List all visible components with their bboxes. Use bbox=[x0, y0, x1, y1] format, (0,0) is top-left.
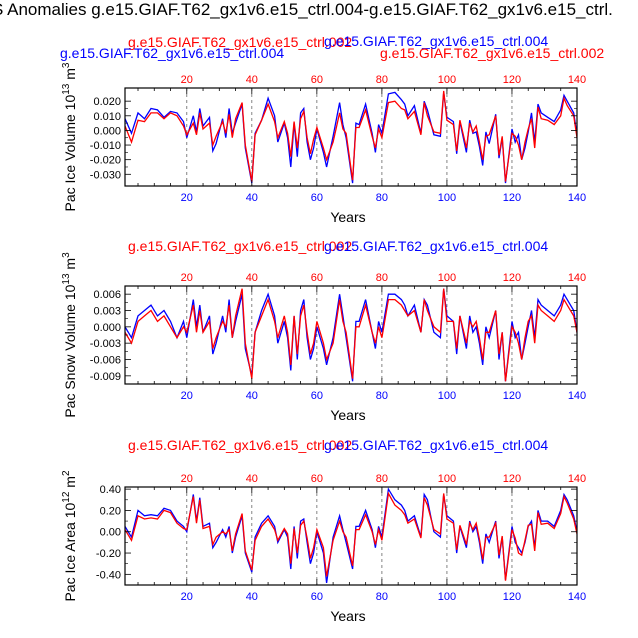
x-tick-label-top: 120 bbox=[503, 473, 521, 485]
x-tick-label-top: 40 bbox=[246, 74, 258, 86]
x-tick-label-top: 40 bbox=[246, 473, 258, 485]
x-tick-label-top: 140 bbox=[568, 473, 586, 485]
x-tick-label-top: 80 bbox=[376, 272, 388, 284]
x-tick-label-bottom: 60 bbox=[311, 192, 323, 204]
y-tick-label: 0.00 bbox=[100, 527, 121, 539]
top-label-red-right: g.e15.GIAF.T62_gx1v6.e15_ctrl.002 bbox=[380, 45, 604, 61]
top-label-blue-right: g.e15.GIAF.T62_gx1v6.e15_ctrl.004 bbox=[324, 437, 548, 453]
x-tick-label-bottom: 80 bbox=[376, 192, 388, 204]
x-tick-label-bottom: 120 bbox=[503, 390, 521, 402]
x-tick-label-bottom: 40 bbox=[246, 591, 258, 603]
top-label-red-left: g.e15.GIAF.T62_gx1v6.e15_ctrl.002 bbox=[128, 437, 352, 453]
blue-series-line bbox=[125, 91, 577, 184]
x-tick-label-top: 40 bbox=[246, 272, 258, 284]
y-tick-label: -0.003 bbox=[90, 338, 121, 350]
y-axis-label: Pac Snow Volume 1013 m3 bbox=[61, 252, 78, 418]
top-label-red-left: g.e15.GIAF.T62_gx1v6.e15_ctrl.002 bbox=[128, 34, 352, 50]
blue-series-line bbox=[125, 288, 577, 382]
red-series-line bbox=[125, 491, 577, 581]
panel-2: Pac Snow Volume 1013 m3 bbox=[61, 252, 578, 418]
x-tick-label-top: 140 bbox=[568, 272, 586, 284]
y-tick-label: 0.003 bbox=[93, 306, 121, 318]
x-tick-label-top: 80 bbox=[376, 74, 388, 86]
y-tick-label: 0.006 bbox=[93, 289, 121, 301]
x-tick-label-top: 100 bbox=[438, 74, 456, 86]
x-tick-label-top: 80 bbox=[376, 473, 388, 485]
x-tick-label-bottom: 20 bbox=[181, 390, 193, 402]
x-tick-label-bottom: 120 bbox=[503, 192, 521, 204]
x-tick-label-top: 60 bbox=[311, 74, 323, 86]
x-tick-label-bottom: 120 bbox=[503, 591, 521, 603]
top-label-blue-right: g.e15.GIAF.T62_gx1v6.e15_ctrl.004 bbox=[324, 238, 548, 254]
red-series-line bbox=[125, 90, 577, 182]
y-tick-label: 0.000 bbox=[93, 322, 121, 334]
x-tick-label-bottom: 60 bbox=[311, 591, 323, 603]
x-tick-label-top: 100 bbox=[438, 473, 456, 485]
x-tick-label-bottom: 20 bbox=[181, 591, 193, 603]
x-tick-label-top: 20 bbox=[181, 272, 193, 284]
y-tick-label: -0.010 bbox=[90, 140, 121, 152]
x-tick-label-top: 120 bbox=[503, 272, 521, 284]
y-tick-label: 0.020 bbox=[93, 96, 121, 108]
y-tick-label: -0.020 bbox=[90, 155, 121, 167]
x-axis-label: Years bbox=[330, 608, 365, 624]
y-axis-label: Pac Ice Volume 1013 m3 bbox=[61, 62, 78, 211]
x-tick-label-top: 60 bbox=[311, 473, 323, 485]
x-tick-label-top: 20 bbox=[181, 473, 193, 485]
x-tick-label-bottom: 100 bbox=[438, 192, 456, 204]
x-axis-label: Years bbox=[330, 407, 365, 423]
x-tick-label-bottom: 140 bbox=[568, 390, 586, 402]
x-tick-label-bottom: 100 bbox=[438, 390, 456, 402]
x-tick-label-bottom: 40 bbox=[246, 192, 258, 204]
x-tick-label-bottom: 20 bbox=[181, 192, 193, 204]
y-tick-label: -0.006 bbox=[90, 355, 121, 367]
top-label-blue-left: g.e15.GIAF.T62_gx1v6.e15_ctrl.004 bbox=[60, 45, 284, 61]
y-tick-label: 0.000 bbox=[93, 125, 121, 137]
y-tick-label: 0.010 bbox=[93, 111, 121, 123]
top-label-blue-right: g.e15.GIAF.T62_gx1v6.e15_ctrl.004 bbox=[324, 33, 548, 49]
y-tick-label: -0.030 bbox=[90, 169, 121, 181]
y-tick-label: 0.40 bbox=[100, 484, 121, 496]
x-tick-label-bottom: 100 bbox=[438, 591, 456, 603]
panel-1: Pac Ice Volume 1013 m3 bbox=[61, 62, 578, 212]
x-tick-label-bottom: 80 bbox=[376, 591, 388, 603]
y-tick-label: -0.20 bbox=[96, 548, 121, 560]
plot-frame bbox=[124, 87, 578, 187]
panel-3: Pac Ice Area 1012 m2 bbox=[61, 470, 578, 602]
x-tick-label-bottom: 40 bbox=[246, 390, 258, 402]
x-tick-label-bottom: 140 bbox=[568, 192, 586, 204]
y-tick-label: -0.40 bbox=[96, 569, 121, 581]
x-axis-label: Years bbox=[330, 209, 365, 225]
x-tick-label-bottom: 80 bbox=[376, 390, 388, 402]
top-label-red-left: g.e15.GIAF.T62_gx1v6.e15_ctrl.002 bbox=[128, 238, 352, 254]
y-axis-label: Pac Ice Area 1012 m2 bbox=[61, 470, 78, 602]
x-tick-label-top: 20 bbox=[181, 74, 193, 86]
x-tick-label-bottom: 140 bbox=[568, 591, 586, 603]
y-tick-label: -0.009 bbox=[90, 371, 121, 383]
plot-frame bbox=[124, 486, 578, 586]
x-tick-label-top: 60 bbox=[311, 272, 323, 284]
red-series-line bbox=[125, 288, 577, 382]
figure-title: S Anomalies g.e15.GIAF.T62_gx1v6.e15_ctr… bbox=[0, 0, 613, 19]
x-tick-label-top: 140 bbox=[568, 74, 586, 86]
x-tick-label-top: 100 bbox=[438, 272, 456, 284]
blue-series-line bbox=[125, 487, 577, 583]
x-tick-label-bottom: 60 bbox=[311, 390, 323, 402]
x-tick-label-top: 120 bbox=[503, 74, 521, 86]
y-tick-label: 0.20 bbox=[100, 505, 121, 517]
